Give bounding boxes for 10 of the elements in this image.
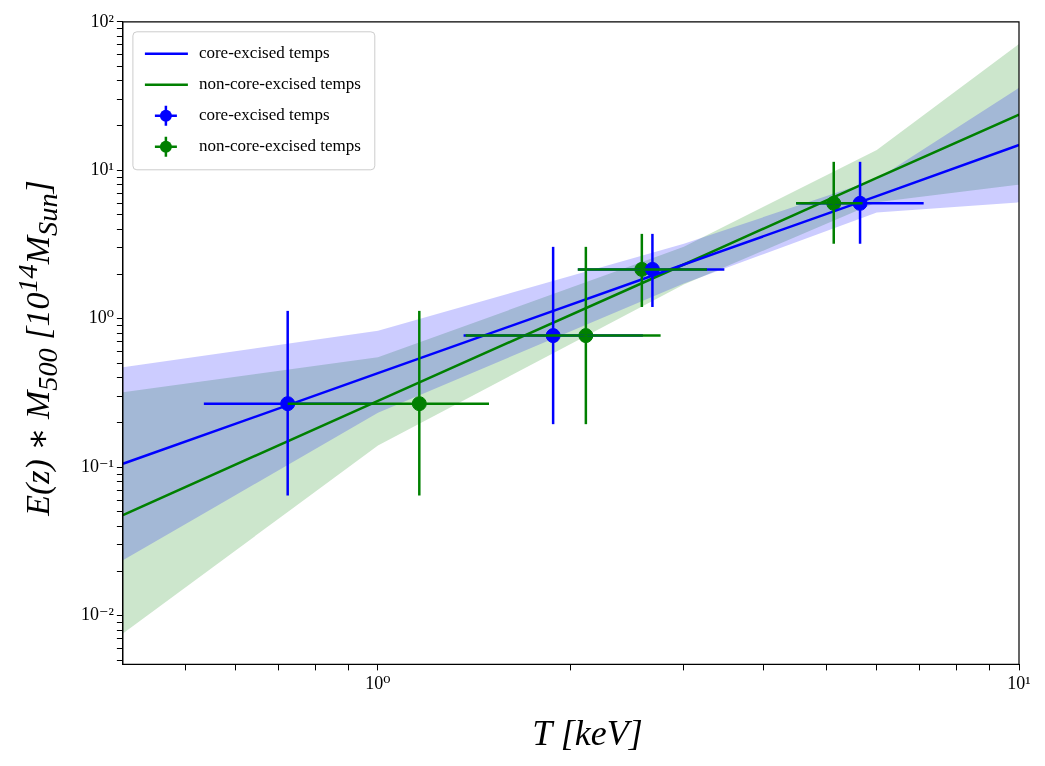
- x-axis-title: T [keV]: [531, 712, 644, 754]
- y-tick-label: 10¹: [90, 159, 114, 180]
- y-tick-label: 10⁻¹: [80, 455, 114, 476]
- legend-label: non-core-excised temps: [198, 74, 361, 94]
- y-tick-label: 10²: [90, 10, 114, 31]
- y-tick-label: 10⁻²: [80, 604, 114, 625]
- legend-label: non-core-excised temps: [198, 136, 361, 156]
- legend-label: core-excised temps: [198, 43, 330, 63]
- legend-label: core-excised temps: [198, 105, 330, 125]
- y-tick-label: 10⁰: [88, 307, 114, 328]
